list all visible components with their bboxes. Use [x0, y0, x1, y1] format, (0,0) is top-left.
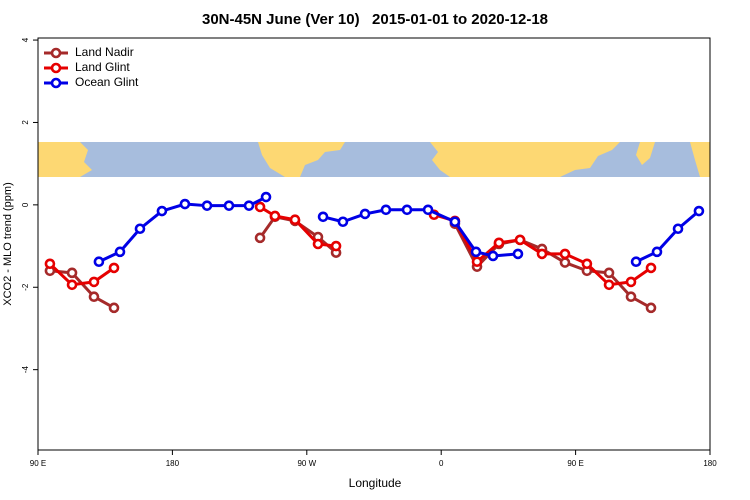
data-point [559, 257, 571, 268]
x-tick-label: 0 [439, 459, 444, 468]
data-point [260, 191, 272, 203]
x-tick-label: 90 W [297, 459, 316, 468]
map-land [690, 142, 710, 177]
data-point [487, 250, 499, 262]
data-point [223, 200, 235, 211]
x-tick-label: 90 E [567, 459, 583, 468]
data-point [269, 210, 281, 222]
data-point [581, 258, 593, 270]
data-point [88, 291, 100, 303]
data-point [471, 256, 483, 268]
map-land [38, 142, 92, 177]
legend-marker [50, 47, 62, 59]
map-band [38, 142, 710, 177]
data-point [243, 200, 255, 211]
data-point [66, 279, 78, 291]
data-point [603, 267, 615, 279]
y-tick-label: 4 [21, 37, 30, 42]
data-point [108, 302, 120, 314]
x-tick-label: 180 [703, 459, 717, 468]
data-point [66, 267, 78, 279]
data-point [201, 200, 213, 211]
y-tick-label: 2 [21, 120, 30, 125]
legend-marker [50, 77, 62, 89]
x-axis-label: Longitude [349, 476, 402, 490]
map-land [258, 142, 345, 177]
y-tick-label: -2 [21, 283, 30, 291]
x-tick-label: 180 [166, 459, 180, 468]
data-point [380, 204, 392, 216]
data-point [470, 246, 482, 258]
data-point [108, 262, 120, 274]
data-point [254, 232, 266, 244]
map-land [636, 142, 655, 165]
data-point [512, 248, 524, 260]
data-point [359, 208, 371, 220]
data-point [493, 237, 505, 249]
data-point [559, 248, 571, 260]
data-point [693, 205, 705, 217]
legend-label: Ocean Glint [75, 75, 139, 89]
data-point [625, 291, 637, 303]
legend-label: Land Glint [75, 60, 130, 74]
data-point [114, 246, 126, 258]
data-point [44, 258, 56, 270]
data-point [422, 204, 434, 216]
data-point [88, 276, 100, 288]
data-point [134, 223, 146, 235]
data-point [401, 204, 413, 216]
data-point [651, 246, 663, 258]
legend-label: Land Nadir [75, 45, 134, 59]
y-tick-label: -4 [21, 366, 30, 374]
map-land [430, 142, 620, 177]
data-point [603, 279, 615, 291]
y-axis-label: XCO2 - MLO trend (ppm) [2, 182, 14, 305]
data-point [179, 198, 191, 210]
data-point [317, 211, 329, 223]
chart-title: 30N-45N June (Ver 10) 2015-01-01 to 2020… [202, 11, 548, 28]
data-point [156, 205, 168, 217]
data-point [514, 234, 526, 246]
y-tick-label: 0 [21, 202, 30, 207]
legend-marker [50, 62, 62, 74]
data-point [672, 223, 684, 235]
data-point [630, 256, 642, 268]
data-point [312, 238, 324, 250]
data-point [330, 240, 342, 252]
x-tick-label: 90 E [30, 459, 46, 468]
data-point [449, 216, 461, 228]
data-point [645, 302, 657, 314]
data-point [645, 262, 657, 274]
data-point [93, 256, 105, 268]
plot-frame [37, 37, 711, 451]
data-point [337, 216, 349, 228]
data-point [254, 201, 266, 213]
data-point [289, 214, 301, 225]
data-point [536, 248, 548, 260]
data-point [625, 276, 637, 288]
